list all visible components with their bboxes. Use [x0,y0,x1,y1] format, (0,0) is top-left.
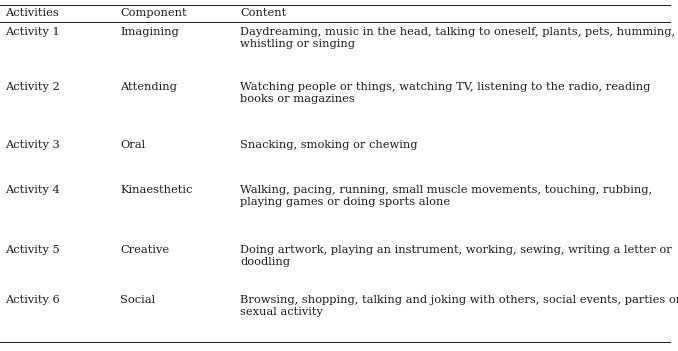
Text: Doing artwork, playing an instrument, working, sewing, writing a letter or
doodl: Doing artwork, playing an instrument, wo… [240,245,672,267]
Text: Oral: Oral [120,140,145,150]
Text: Social: Social [120,295,155,305]
Text: Activity 6: Activity 6 [5,295,60,305]
Text: Activity 2: Activity 2 [5,82,60,92]
Text: Content: Content [240,8,286,18]
Text: Watching people or things, watching TV, listening to the radio, reading
books or: Watching people or things, watching TV, … [240,82,650,104]
Text: Activities: Activities [5,8,59,18]
Text: Activity 5: Activity 5 [5,245,60,255]
Text: Activity 1: Activity 1 [5,27,60,37]
Text: Activity 3: Activity 3 [5,140,60,150]
Text: Attending: Attending [120,82,177,92]
Text: Daydreaming, music in the head, talking to oneself, plants, pets, humming,
whist: Daydreaming, music in the head, talking … [240,27,675,48]
Text: Component: Component [120,8,186,18]
Text: Creative: Creative [120,245,169,255]
Text: Snacking, smoking or chewing: Snacking, smoking or chewing [240,140,418,150]
Text: Kinaesthetic: Kinaesthetic [120,185,193,195]
Text: Browsing, shopping, talking and joking with others, social events, parties or
se: Browsing, shopping, talking and joking w… [240,295,678,317]
Text: Imagining: Imagining [120,27,179,37]
Text: Activity 4: Activity 4 [5,185,60,195]
Text: Walking, pacing, running, small muscle movements, touching, rubbing,
playing gam: Walking, pacing, running, small muscle m… [240,185,652,207]
